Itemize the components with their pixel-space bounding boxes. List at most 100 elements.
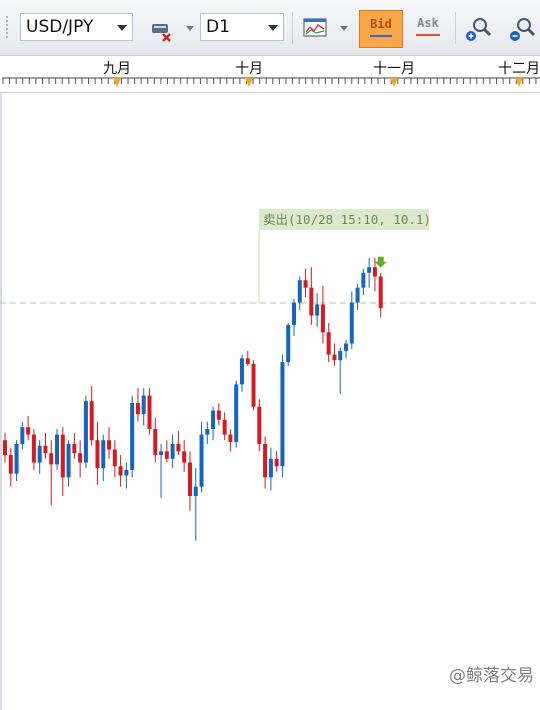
toolbar-grip[interactable] bbox=[6, 16, 12, 38]
candle-body bbox=[222, 419, 227, 435]
candle-body bbox=[303, 280, 308, 288]
candle-body bbox=[199, 434, 204, 487]
candle-body bbox=[205, 429, 210, 435]
candle bbox=[245, 350, 250, 366]
zoom-in-icon bbox=[466, 18, 492, 41]
candle-body bbox=[239, 358, 244, 385]
candle-body bbox=[320, 304, 325, 333]
trade-tag-text: 卖出(10/28 15:10, 10.1) bbox=[263, 212, 431, 227]
candle bbox=[3, 432, 7, 463]
month-marker-icon bbox=[113, 78, 121, 87]
candle bbox=[361, 269, 366, 296]
candle bbox=[83, 395, 88, 469]
ask-button[interactable]: Ask bbox=[406, 10, 450, 48]
candle-body bbox=[135, 403, 140, 415]
trade-tag-background bbox=[259, 209, 429, 230]
candle bbox=[49, 440, 54, 506]
price-chart[interactable]: 卖出(10/28 15:10, 10.1) bbox=[0, 92, 540, 710]
candle bbox=[170, 434, 175, 469]
candle-body bbox=[355, 287, 360, 303]
candle-body bbox=[20, 427, 25, 444]
chevron-down-icon[interactable] bbox=[186, 26, 194, 31]
candle bbox=[199, 421, 204, 493]
candle-body bbox=[257, 406, 262, 444]
chevron-down-icon[interactable] bbox=[340, 26, 348, 31]
candle-body bbox=[292, 302, 296, 325]
candle bbox=[124, 462, 129, 489]
candle bbox=[263, 436, 268, 489]
month-marker-icon bbox=[390, 78, 398, 87]
candle bbox=[228, 429, 233, 452]
candle bbox=[176, 430, 181, 456]
candle-body bbox=[130, 403, 135, 470]
candle-body bbox=[378, 276, 383, 309]
candle-body bbox=[361, 272, 366, 288]
zoom-out-button[interactable] bbox=[506, 10, 540, 48]
candle bbox=[239, 354, 244, 392]
watermark: @鲸落交易 bbox=[449, 666, 534, 686]
candle bbox=[292, 298, 296, 337]
candle-body bbox=[49, 453, 54, 465]
candle-body bbox=[55, 434, 60, 465]
month-label-nov: 十一月 bbox=[373, 61, 415, 77]
month-label-dec: 十二月 bbox=[498, 61, 540, 77]
candle bbox=[280, 354, 285, 478]
candle bbox=[182, 440, 187, 472]
candle bbox=[135, 388, 140, 422]
bid-button[interactable]: Bid bbox=[359, 10, 403, 48]
chart-type-button[interactable] bbox=[298, 10, 332, 48]
ask-line-icon bbox=[416, 34, 440, 36]
symbol-select[interactable]: USD/JPY bbox=[20, 13, 133, 41]
candle bbox=[141, 388, 146, 426]
candle-body bbox=[280, 362, 285, 467]
candle bbox=[43, 432, 48, 459]
candle-body bbox=[309, 287, 314, 316]
zoom-out-icon bbox=[510, 18, 536, 41]
candle bbox=[332, 343, 337, 366]
candle bbox=[338, 347, 343, 394]
candle bbox=[367, 257, 372, 288]
candle bbox=[378, 272, 383, 318]
candle bbox=[303, 269, 308, 297]
candle bbox=[222, 412, 227, 441]
candle-body bbox=[349, 302, 354, 344]
ask-label: Ask bbox=[417, 16, 439, 30]
candle-body bbox=[245, 358, 250, 364]
candle-body bbox=[251, 363, 256, 407]
candle bbox=[8, 447, 13, 487]
candle-body bbox=[72, 443, 77, 454]
candle-body bbox=[83, 401, 88, 463]
candle-body bbox=[274, 458, 279, 467]
chart-left-border bbox=[0, 92, 2, 710]
zoom-in-button[interactable] bbox=[462, 10, 496, 48]
candle-body bbox=[372, 267, 377, 277]
candle-body bbox=[193, 486, 198, 496]
candle bbox=[344, 339, 349, 359]
candle-body bbox=[211, 410, 216, 430]
candle-body bbox=[124, 469, 129, 476]
month-label-oct: 十月 bbox=[235, 61, 263, 77]
candle bbox=[326, 323, 331, 363]
sell-arrow-icon[interactable] bbox=[374, 256, 387, 268]
timeframe-select[interactable]: D1 bbox=[200, 13, 284, 41]
candle-body bbox=[228, 434, 233, 443]
candle-body bbox=[60, 434, 65, 478]
candle-body bbox=[182, 451, 187, 463]
candle bbox=[66, 440, 71, 487]
candle-body bbox=[326, 332, 331, 355]
remove-indicator-button[interactable] bbox=[146, 10, 178, 48]
time-scale-ruler bbox=[2, 77, 540, 87]
candle-body bbox=[147, 395, 152, 430]
candle bbox=[107, 427, 112, 459]
candle bbox=[274, 451, 279, 472]
candle-body bbox=[3, 440, 7, 456]
candle-body bbox=[170, 443, 175, 459]
candle-body bbox=[95, 440, 100, 469]
candle-body bbox=[268, 458, 273, 478]
month-label-sep: 九月 bbox=[103, 61, 131, 77]
candle-body bbox=[31, 434, 36, 463]
candle bbox=[55, 429, 60, 470]
candle bbox=[89, 386, 94, 446]
candle bbox=[268, 447, 273, 491]
candle bbox=[187, 451, 192, 511]
